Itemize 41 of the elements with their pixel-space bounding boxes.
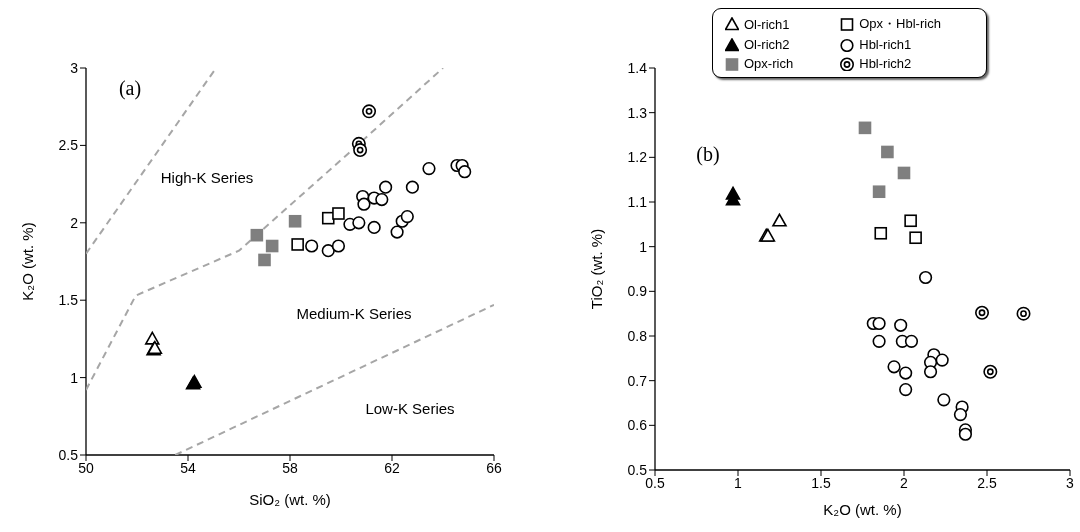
x-tick-label: 58: [282, 459, 298, 476]
y-tick-label: 1.3: [627, 104, 648, 121]
legend-label: Opx・Hbl-rich: [859, 15, 941, 33]
legend-label: Ol-rich1: [744, 16, 790, 32]
y-tick-label: 0.6: [627, 417, 648, 434]
y-tick-label: 1.1: [627, 193, 648, 210]
annotation: Medium-K Series: [296, 304, 412, 322]
annotation: High-K Series: [160, 168, 254, 186]
x-tick-label: 62: [384, 459, 400, 476]
x-tick-label: 50: [78, 459, 94, 476]
legend-label: Opx-rich: [744, 56, 794, 71]
x-tick-label: 3: [1066, 474, 1075, 491]
y-tick-label: 0.9: [627, 283, 648, 300]
y-axis-title: K₂O (wt. %): [19, 222, 37, 301]
x-axis-title: SiO₂ (wt. %): [249, 491, 331, 508]
annotation: (b): [696, 142, 720, 166]
legend-label: Ol-rich2: [744, 37, 790, 52]
annotation: Low-K Series: [365, 399, 455, 417]
y-tick-label: 1.2: [627, 149, 648, 166]
x-tick-label: 2.5: [977, 474, 997, 491]
y-tick-label: 1.4: [627, 59, 648, 76]
legend-label: Hbl-rich2: [859, 56, 912, 71]
x-tick-label: 54: [180, 459, 196, 476]
y-axis-title: TiO₂ (wt. %): [588, 228, 606, 310]
y-tick-label: 1: [639, 238, 648, 255]
annotation: (a): [118, 76, 142, 100]
x-tick-label: 0.5: [645, 474, 665, 491]
x-tick-label: 2: [900, 474, 909, 491]
y-tick-label: 2: [70, 214, 79, 231]
x-tick-label: 66: [486, 459, 502, 476]
y-tick-label: 0.7: [627, 372, 648, 389]
y-tick-label: 3: [70, 59, 79, 76]
y-tick-label: 1: [70, 369, 79, 386]
x-tick-label: 1.5: [811, 474, 831, 491]
x-tick-label: 1: [734, 474, 743, 491]
y-tick-label: 0.5: [58, 446, 79, 463]
legend-label: Hbl-rich1: [859, 37, 912, 52]
y-tick-label: 0.8: [627, 327, 648, 344]
y-tick-label: 2.5: [58, 137, 79, 154]
y-tick-label: 1.5: [58, 292, 79, 309]
x-axis-title: K₂O (wt. %): [823, 501, 902, 518]
